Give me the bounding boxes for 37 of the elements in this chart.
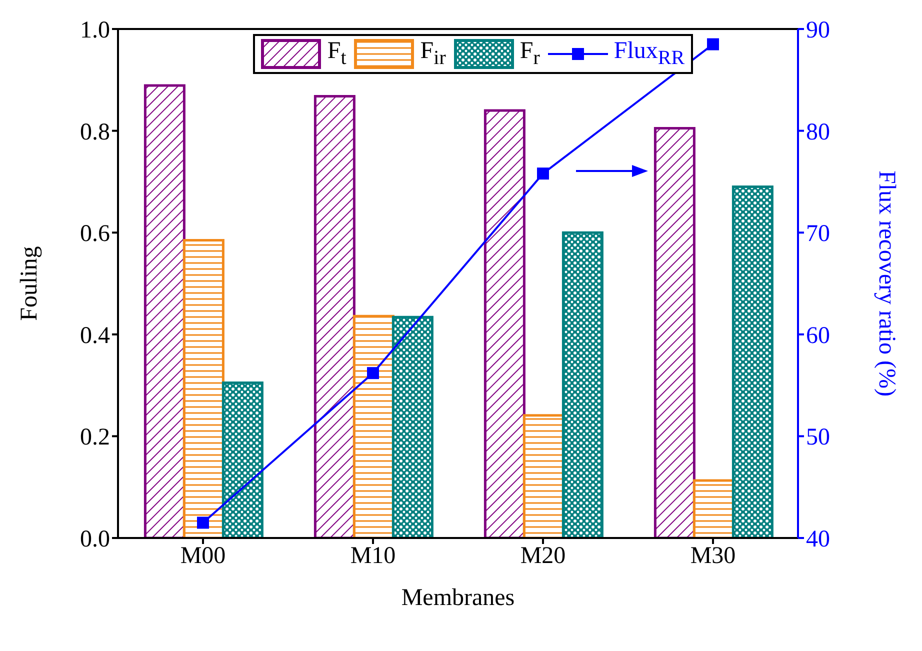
bar <box>314 94 356 538</box>
legend-label: F$_{r}$ <box>520 38 540 70</box>
y2-tick-label: 90 <box>806 18 830 44</box>
x-axis-title: Membranes <box>401 585 515 612</box>
bar <box>222 382 264 538</box>
bar <box>732 186 774 538</box>
bar <box>182 238 224 538</box>
x-tick-label: M00 <box>180 543 226 570</box>
y-tick-label: 0.4 <box>80 322 110 349</box>
x-tick-label: M10 <box>350 543 396 570</box>
y2-tick-label: 80 <box>806 119 830 146</box>
y-tick-label: 0.0 <box>80 526 110 553</box>
bar <box>392 316 434 538</box>
point <box>367 367 379 380</box>
y2-axis-title: Flux recovery ratio (%) <box>873 170 900 396</box>
y-tick-label: 0.8 <box>80 119 110 146</box>
point <box>707 38 719 50</box>
legend-label: F$_{ir}$ <box>420 38 446 70</box>
x-tick-label: M30 <box>690 543 736 570</box>
legend-label: F$_{t}$ <box>327 38 346 70</box>
x-tick-label: M20 <box>520 543 566 570</box>
bar <box>654 127 696 538</box>
bar <box>352 314 394 538</box>
bar <box>562 231 604 538</box>
y2-tick-label: 50 <box>806 424 830 451</box>
legend-label: Flux$_{RR}$ <box>614 38 685 70</box>
point <box>537 168 549 180</box>
y-tick-label: 1.0 <box>80 18 110 44</box>
bar <box>484 109 526 538</box>
y2-tick-label: 70 <box>806 221 830 248</box>
point <box>197 516 209 529</box>
y-axis-title: Fouling <box>16 246 43 321</box>
y2-tick-label: 60 <box>806 322 830 349</box>
y-tick-label: 0.2 <box>80 424 110 451</box>
bar <box>144 84 186 538</box>
y2-tick-label: 40 <box>806 526 830 553</box>
y-tick-label: 0.6 <box>80 221 110 248</box>
